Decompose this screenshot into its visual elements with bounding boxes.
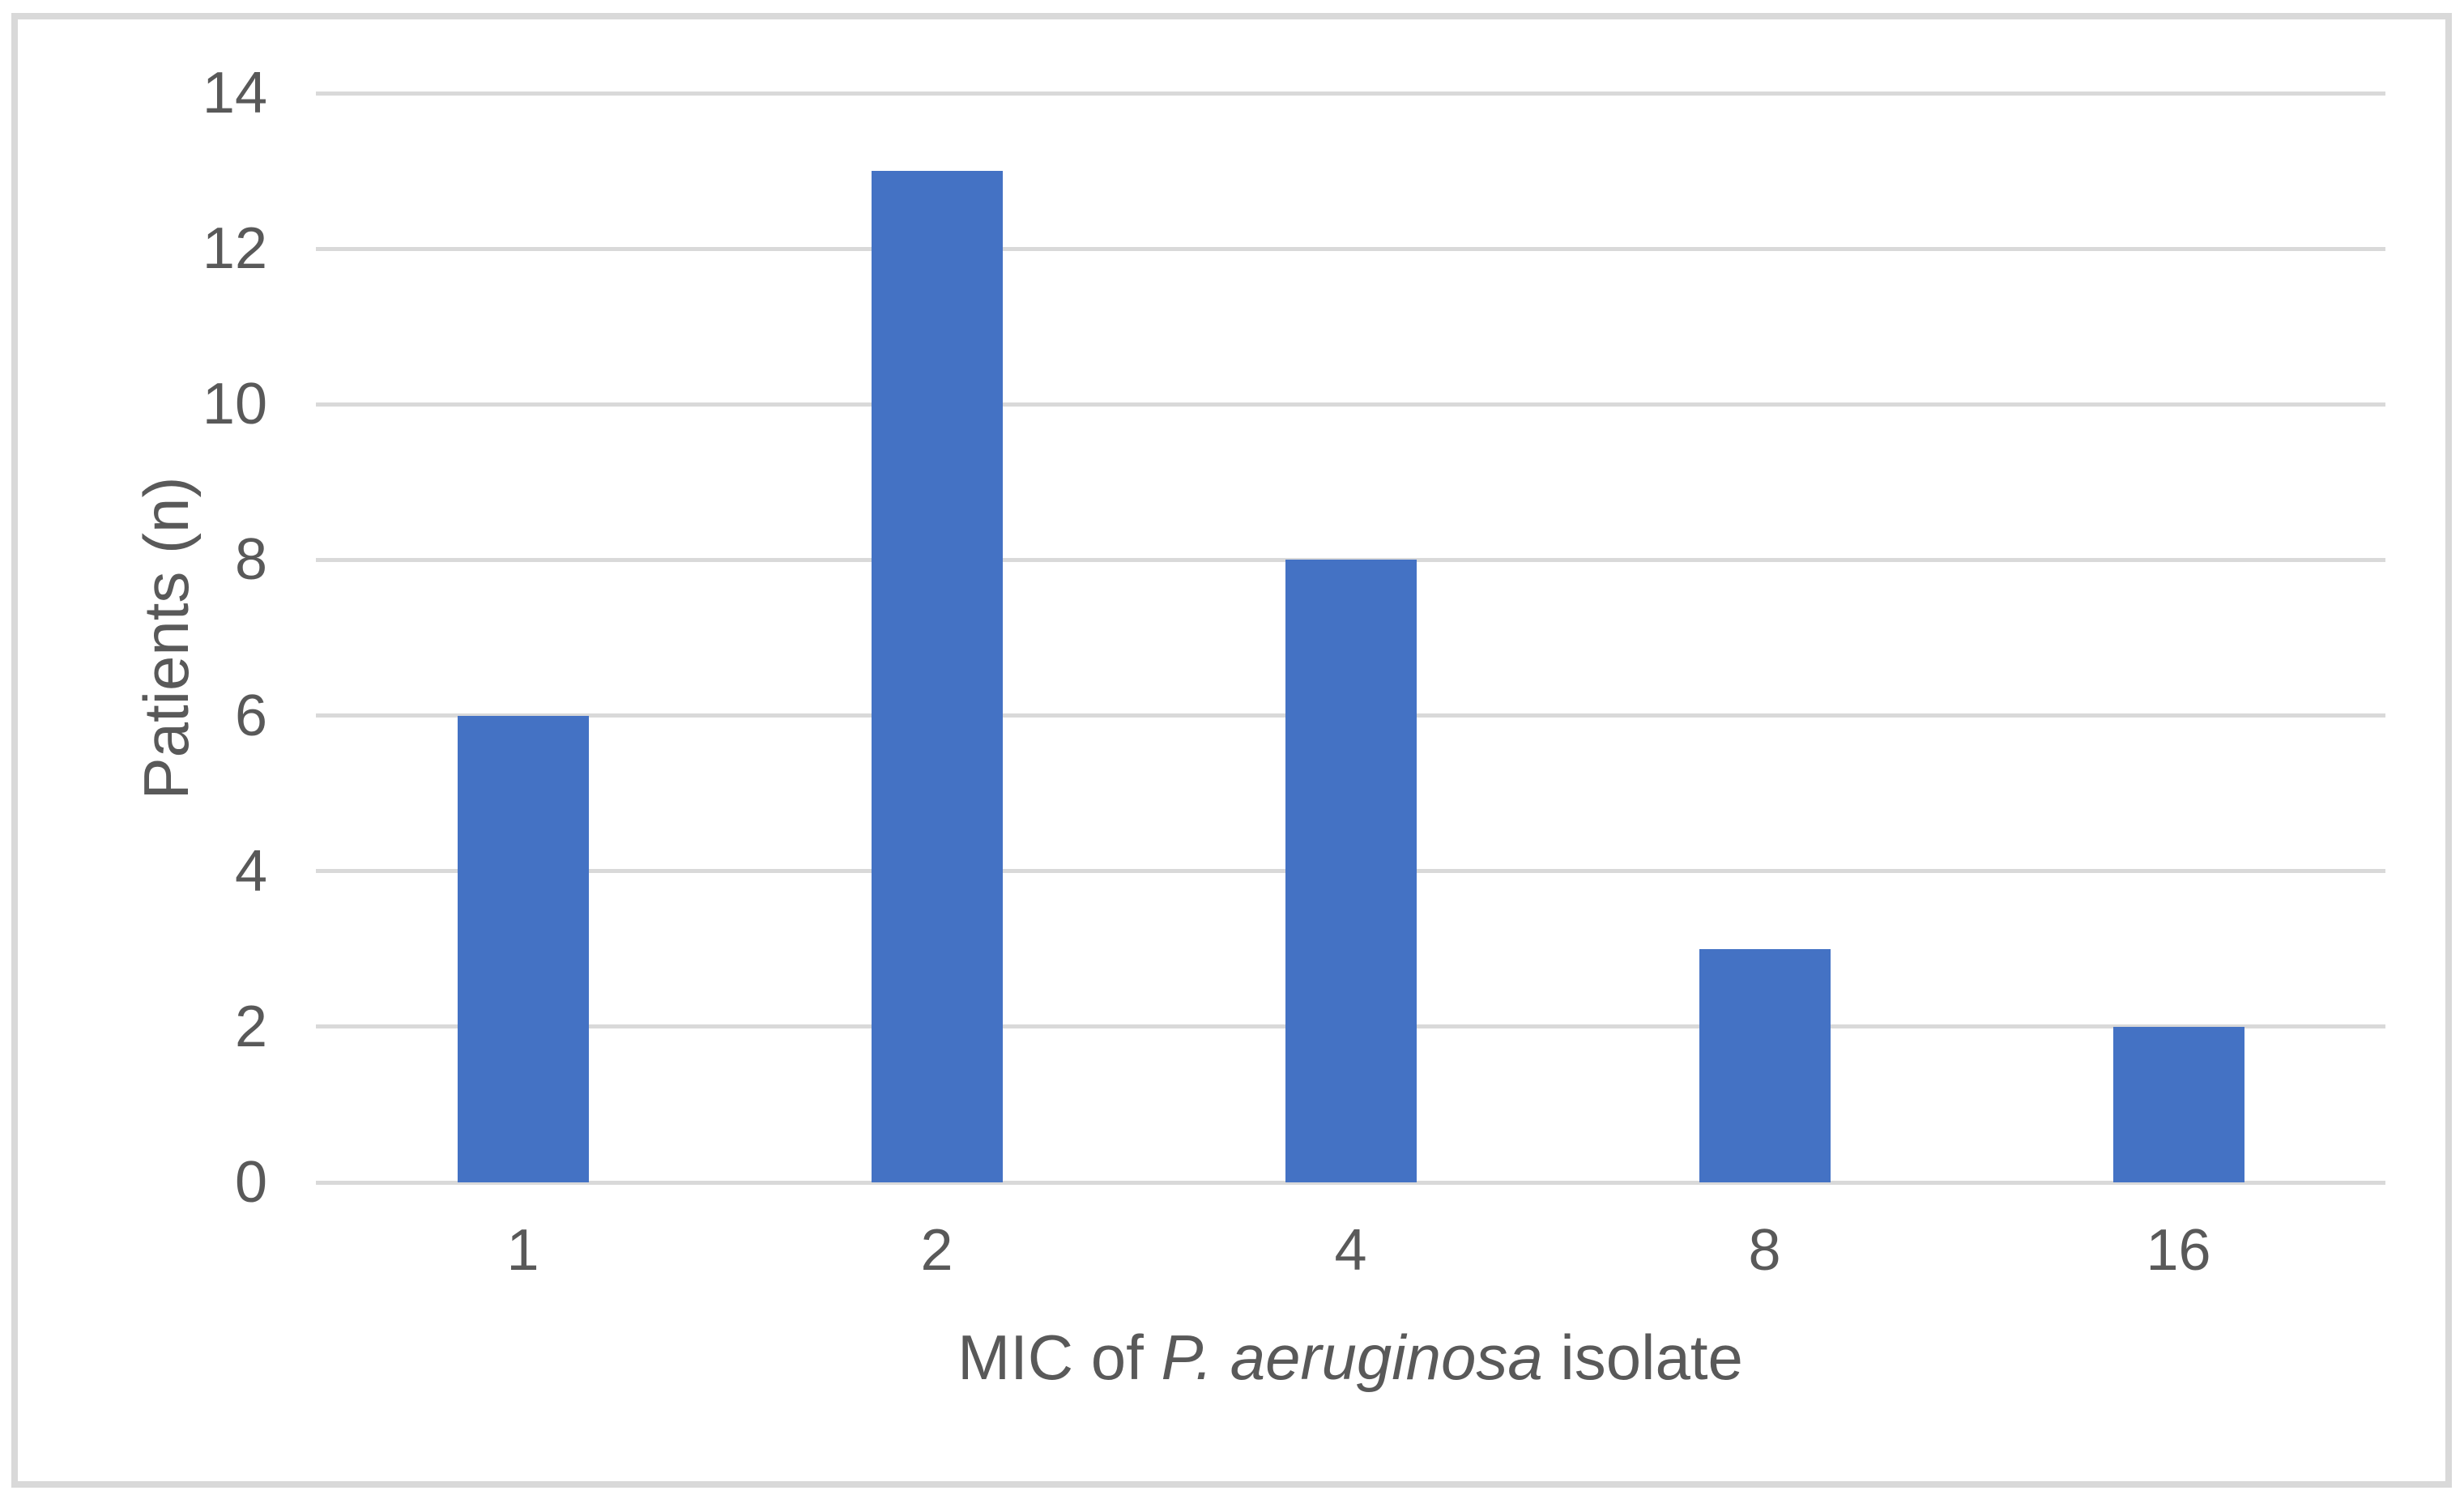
y-tick-label-2: 2 (234, 994, 267, 1059)
gridline-y-14 (316, 91, 2385, 96)
chart-outer-border (11, 13, 2452, 1488)
gridline-y-12 (316, 246, 2385, 251)
bar-category-1 (457, 715, 589, 1182)
y-tick-label-8: 8 (234, 527, 267, 593)
x-axis-title: MIC of P. aeruginosa isolate (957, 1322, 1743, 1393)
gridline-y-10 (316, 402, 2385, 407)
x-tick-label-1: 1 (506, 1218, 539, 1283)
bar-category-4 (1285, 560, 1417, 1182)
y-tick-label-6: 6 (234, 683, 267, 748)
gridline-y-0 (316, 1180, 2385, 1185)
y-axis-title: Patients (n) (130, 476, 202, 800)
y-tick-label-12: 12 (202, 216, 267, 282)
x-axis-title-italic-part: P. aeruginosa (1161, 1322, 1543, 1393)
x-tick-label-4: 4 (1334, 1218, 1367, 1283)
x-tick-label-16: 16 (2146, 1218, 2211, 1283)
bar-category-8 (1699, 948, 1831, 1182)
x-tick-label-2: 2 (920, 1218, 953, 1283)
y-tick-label-10: 10 (202, 372, 267, 437)
x-axis-title-part: MIC of (957, 1322, 1162, 1393)
plot-area (316, 91, 2385, 1185)
x-axis-title-part: isolate (1542, 1322, 1743, 1393)
bar-category-16 (2112, 1026, 2244, 1182)
y-tick-label-14: 14 (202, 61, 267, 126)
gridline-y-8 (316, 557, 2385, 562)
y-tick-label-0: 0 (234, 1150, 267, 1215)
y-tick-label-4: 4 (234, 838, 267, 904)
bar-category-2 (871, 171, 1003, 1182)
x-tick-label-8: 8 (1748, 1218, 1781, 1283)
